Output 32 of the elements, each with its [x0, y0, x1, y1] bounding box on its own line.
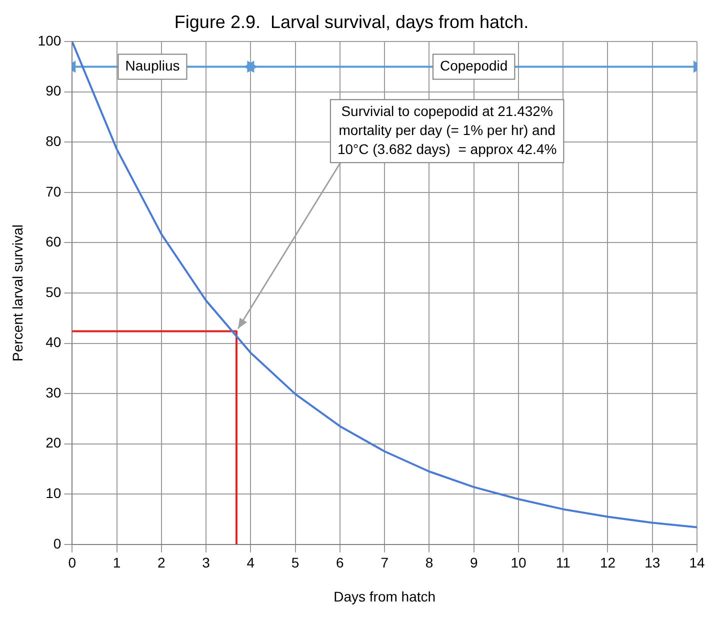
y-tick-label: 10	[46, 484, 62, 501]
annotation: Survivial to copepodid at 21.432% mortality per day (= 1% per hr) and 10°C (3.682 days) = approx 42.4%	[337, 102, 557, 157]
x-tick-label: 5	[291, 554, 300, 571]
x-tick-label: 14	[689, 554, 705, 571]
x-tick-label: 10	[510, 554, 526, 571]
x-tick-label: 13	[644, 554, 660, 571]
x-tick-label: 6	[336, 554, 344, 571]
y-tick-label: 100	[38, 32, 62, 48]
chart-title: Figure 2.9. Larval survival, days from hatch.	[174, 12, 529, 32]
x-tick-label: 12	[600, 554, 616, 571]
annotation: Copepodid	[440, 58, 508, 74]
y-axis-title: Percent larval survival	[9, 224, 26, 362]
y-tick-label: 30	[46, 384, 62, 400]
x-tick-label: 2	[158, 554, 166, 571]
x-tick-label: 0	[68, 554, 76, 571]
x-tick-label: 7	[380, 554, 389, 571]
y-tick-label: 90	[46, 82, 62, 99]
x-tick-label: 8	[425, 554, 434, 571]
x-tick-label: 9	[470, 554, 478, 571]
x-tick-label: 11	[556, 554, 571, 571]
y-tick-label: 70	[46, 183, 62, 200]
y-tick-label: 80	[46, 133, 62, 150]
x-axis-title: Days from hatch	[334, 588, 436, 604]
x-tick-label: 1	[112, 554, 121, 571]
x-tick-label: 4	[246, 554, 255, 571]
annotation: Nauplius	[125, 58, 180, 74]
x-tick-label: 3	[202, 554, 210, 571]
y-tick-label: 50	[46, 284, 62, 300]
y-tick-label: 60	[46, 234, 62, 250]
y-tick-label: 0	[53, 535, 62, 552]
y-tick-label: 40	[46, 334, 62, 350]
y-tick-label: 20	[46, 434, 62, 451]
